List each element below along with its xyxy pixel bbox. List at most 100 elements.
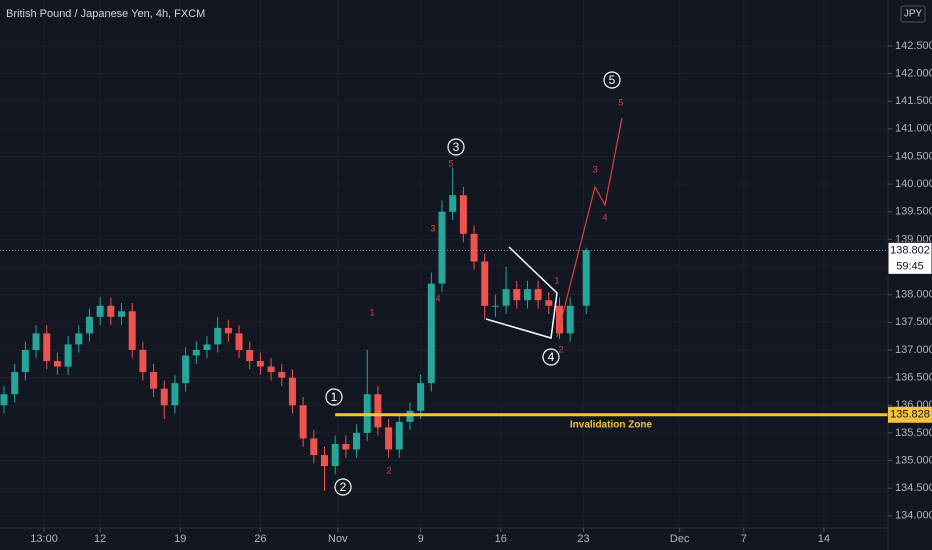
y-tick-label: 140.000 bbox=[895, 178, 932, 190]
candle-body bbox=[481, 261, 489, 306]
candle-body bbox=[545, 300, 553, 306]
candle-body bbox=[278, 372, 286, 378]
candle-body bbox=[85, 316, 93, 334]
countdown-label: 59:45 bbox=[896, 260, 924, 272]
y-tick-label: 137.000 bbox=[895, 344, 932, 356]
candle-body bbox=[438, 211, 446, 284]
overlay: Invalidation Zone bbox=[0, 249, 888, 430]
axes: 134.000134.500135.000135.500136.000136.5… bbox=[30, 40, 932, 545]
y-tick-label: 136.500 bbox=[895, 372, 932, 384]
y-tick-label: 141.000 bbox=[895, 123, 932, 135]
candle-body bbox=[566, 305, 574, 334]
y-tick-label: 135.000 bbox=[895, 454, 932, 466]
subwave-label: 1 bbox=[369, 307, 374, 317]
candle-body bbox=[75, 333, 83, 345]
candle-body bbox=[395, 421, 403, 450]
candle-body bbox=[214, 327, 222, 345]
candle-body bbox=[310, 438, 318, 456]
candle-body bbox=[96, 305, 104, 317]
wave-labels: 1 2 3 4 5 bbox=[325, 71, 621, 496]
level-price-label: 135.828 bbox=[890, 409, 930, 421]
x-tick-label: Dec bbox=[670, 533, 690, 545]
invalidation-label: Invalidation Zone bbox=[570, 419, 653, 430]
candle-body bbox=[534, 289, 542, 301]
wave-label: 2 bbox=[340, 480, 347, 494]
candle-body bbox=[502, 289, 510, 306]
y-tick-label: 140.500 bbox=[895, 150, 932, 162]
candle-body bbox=[192, 349, 200, 356]
x-tick-label: 16 bbox=[495, 533, 507, 545]
x-tick-label: 12 bbox=[94, 533, 106, 545]
subwave-label: 3 bbox=[430, 223, 435, 233]
candle-body bbox=[299, 405, 307, 439]
candle-body bbox=[449, 195, 457, 212]
level-price-box bbox=[888, 406, 932, 423]
x-tick-label: 9 bbox=[418, 533, 424, 545]
wave-circle bbox=[603, 71, 621, 89]
candle-body bbox=[11, 372, 19, 395]
candle-body bbox=[417, 383, 425, 411]
candle-body bbox=[353, 432, 361, 450]
last-price-box bbox=[887, 241, 932, 275]
x-tick-label: 13:00 bbox=[30, 533, 58, 545]
candle-body bbox=[0, 394, 8, 406]
candle-body bbox=[513, 289, 521, 301]
wave-circle bbox=[334, 478, 352, 496]
candle-body bbox=[256, 361, 264, 367]
wave-label: 3 bbox=[453, 140, 460, 154]
candle-body bbox=[118, 311, 126, 317]
subwave-labels: 1 2 3 4 5 1 2 3 4 5 bbox=[369, 97, 623, 475]
candle-body bbox=[203, 344, 211, 350]
currency-label: JPY bbox=[904, 9, 923, 20]
candle-body bbox=[406, 410, 414, 422]
candles bbox=[0, 167, 590, 491]
subwave-label: 4 bbox=[435, 293, 440, 303]
candle-body bbox=[556, 305, 564, 334]
candle-body bbox=[64, 344, 72, 367]
candle-body bbox=[523, 289, 531, 301]
wave-circle bbox=[325, 388, 343, 406]
candle-body bbox=[320, 455, 328, 467]
candle-body bbox=[32, 333, 40, 350]
subwave-label: 5 bbox=[448, 158, 453, 168]
y-tick-label: 142.500 bbox=[895, 40, 932, 52]
x-tick-label: 19 bbox=[174, 533, 186, 545]
candle-body bbox=[43, 333, 51, 362]
wave-circle bbox=[447, 138, 465, 156]
candle-body bbox=[235, 333, 243, 350]
wave-label: 4 bbox=[548, 350, 555, 364]
candle-body bbox=[21, 349, 29, 373]
x-tick-label: 26 bbox=[254, 533, 266, 545]
candle-body bbox=[374, 394, 382, 428]
subwave-label: 3 bbox=[592, 164, 597, 174]
candle-body bbox=[171, 383, 179, 406]
wave-label: 1 bbox=[331, 390, 338, 404]
candle-body bbox=[267, 366, 275, 373]
candle-body bbox=[107, 305, 115, 317]
y-tick-label: 134.500 bbox=[895, 482, 932, 494]
wave-label: 5 bbox=[609, 73, 616, 87]
currency-badge bbox=[900, 5, 926, 23]
x-tick-label: Nov bbox=[328, 533, 348, 545]
candle-body bbox=[582, 250, 590, 306]
projection-line bbox=[556, 117, 623, 338]
candle-body bbox=[182, 355, 190, 384]
x-tick-label: 7 bbox=[741, 533, 747, 545]
chart-title: British Pound / Japanese Yen, 4h, FXCM bbox=[6, 8, 205, 20]
subwave-label: 2 bbox=[386, 465, 391, 475]
y-tick-label: 139.500 bbox=[895, 206, 932, 218]
candle-body bbox=[331, 443, 339, 467]
y-tick-label: 141.500 bbox=[895, 95, 932, 107]
y-tick-label: 134.000 bbox=[895, 510, 932, 522]
wave-circle bbox=[542, 348, 560, 366]
candle-body bbox=[491, 305, 499, 307]
wedge-drawing bbox=[485, 246, 558, 339]
candle-body bbox=[470, 233, 478, 262]
candle-body bbox=[385, 427, 393, 450]
candle-body bbox=[53, 361, 61, 367]
candle-body bbox=[160, 388, 168, 406]
candle-body bbox=[224, 327, 232, 334]
y-tick-label: 142.000 bbox=[895, 67, 932, 79]
